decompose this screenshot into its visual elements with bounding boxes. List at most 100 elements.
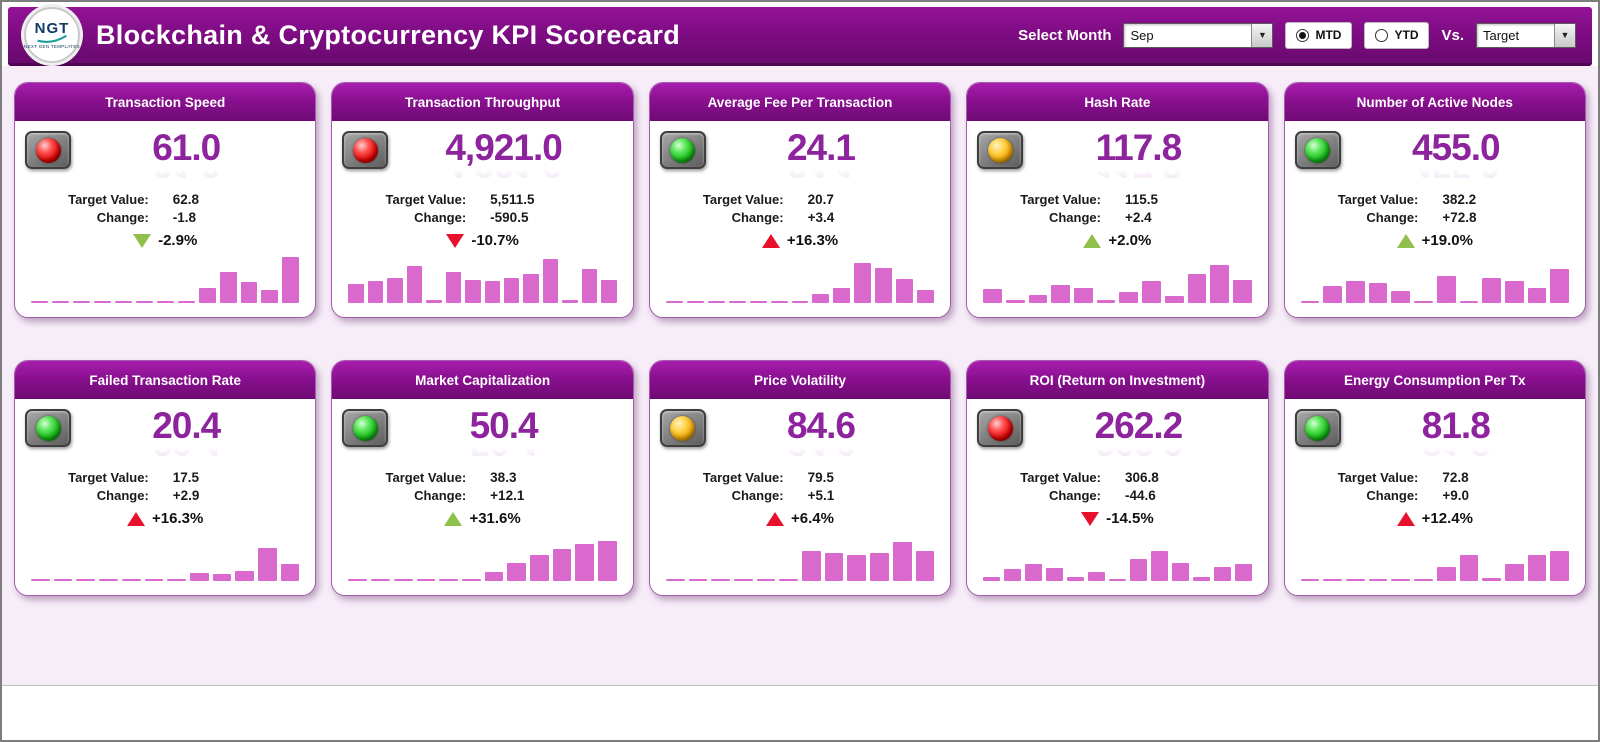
kpi-card: Transaction Speed 61.0 61.0 Target Value… — [14, 82, 317, 318]
select-month-label: Select Month — [1018, 26, 1112, 44]
trend-arrow-icon — [1396, 511, 1415, 526]
kpi-value-row: 117.8 117.8 — [977, 128, 1257, 189]
target-label: Target Value: — [1020, 470, 1101, 485]
target-value: 115.5 — [1124, 192, 1159, 207]
kpi-value: 24.1 — [786, 127, 856, 168]
kpi-value-reflection: 61.0 — [71, 168, 301, 183]
kpi-card: Price Volatility 84.6 84.6 Target Value:… — [648, 360, 952, 596]
spark-bar — [542, 259, 559, 303]
spark-bar — [791, 301, 809, 303]
trend-sparkline — [342, 531, 622, 587]
kpi-value-row: 262.2 262.2 — [977, 406, 1257, 467]
trend-arrow-icon — [1083, 233, 1102, 248]
spark-bar — [367, 281, 384, 303]
spark-bar — [665, 301, 683, 303]
spark-bar — [523, 274, 539, 303]
spark-bar — [733, 579, 753, 581]
change-percent: +16.3% — [152, 510, 204, 527]
kpi-card-body: 50.4 50.4 Target Value: 38.3 Change: +12… — [332, 399, 632, 595]
kpi-value-wrap: 24.1 24.1 — [706, 127, 940, 183]
vs-dropdown[interactable]: Target ▼ — [1476, 22, 1576, 48]
status-light-dot-icon — [1305, 137, 1331, 163]
kpi-card-title: Number of Active Nodes — [1284, 83, 1585, 121]
spark-bar — [1391, 291, 1411, 303]
spark-bar — [601, 280, 617, 303]
vs-dropdown-arrow-icon[interactable]: ▼ — [1554, 23, 1575, 47]
spark-bar — [1232, 280, 1252, 303]
spark-bar — [240, 282, 258, 303]
kpi-value-reflection: 84.6 — [706, 446, 936, 461]
kpi-card-body: 84.6 84.6 Target Value: 79.5 Change: +5.… — [650, 399, 950, 595]
kpi-card-title: Average Fee Per Transaction — [649, 83, 951, 121]
spark-bar — [1414, 579, 1433, 581]
change-value: -590.5 — [490, 210, 529, 225]
page-title: Blockchain & Cryptocurrency KPI Scorecar… — [96, 19, 680, 50]
spark-bar — [258, 548, 277, 581]
spark-bar — [121, 579, 141, 581]
change-row: Change: +72.8 — [1295, 210, 1575, 225]
spark-bar — [1550, 551, 1570, 581]
kpi-value: 50.4 — [469, 405, 539, 446]
spark-bar — [1004, 569, 1022, 581]
change-label: Change: — [1366, 488, 1419, 503]
status-light — [342, 131, 389, 169]
spark-bar — [1504, 281, 1524, 303]
kpi-value-reflection: 117.8 — [1023, 168, 1253, 183]
target-row: Target Value: 17.5 — [25, 470, 305, 485]
spark-bar — [261, 290, 279, 303]
footer — [2, 686, 1598, 740]
kpi-card-title: Hash Rate — [967, 83, 1268, 121]
change-percent: +2.0% — [1108, 232, 1152, 249]
ytd-radio[interactable]: YTD — [1364, 21, 1430, 49]
spark-bar — [1527, 555, 1547, 581]
status-light — [25, 131, 71, 169]
target-label: Target Value: — [385, 192, 467, 207]
status-light-dot-icon — [670, 137, 696, 163]
spark-bar — [1187, 274, 1207, 303]
status-light — [977, 131, 1024, 169]
kpi-value-wrap: 4,921.0 4,921.0 — [388, 128, 622, 183]
spark-bar — [756, 579, 776, 581]
spark-bar — [581, 269, 598, 303]
kpi-card-title: Failed Transaction Rate — [15, 361, 316, 399]
kpi-value-reflection: 455.0 — [1341, 168, 1571, 183]
kpi-value-row: 24.1 24.1 — [659, 127, 940, 189]
change-value: -1.8 — [172, 210, 197, 225]
change-value: +2.4 — [1124, 210, 1152, 225]
kpi-value-reflection: 262.2 — [1023, 446, 1253, 461]
logo-subtext: NEXT GEN TEMPLATES — [24, 44, 80, 49]
change-percent-row: +19.0% — [1295, 232, 1575, 249]
spark-bar — [575, 544, 595, 581]
spark-bar — [177, 301, 195, 303]
spark-bar — [1482, 578, 1501, 581]
status-light-dot-icon — [987, 137, 1013, 163]
spark-bar — [51, 301, 69, 303]
ytd-radio-circle[interactable] — [1375, 28, 1389, 42]
kpi-value-reflection: 24.1 — [706, 168, 936, 183]
kpi-card: Transaction Throughput 4,921.0 4,921.0 T… — [331, 82, 634, 318]
spark-bar — [870, 553, 889, 581]
target-value: 382.2 — [1442, 192, 1477, 207]
spark-bar — [1129, 559, 1147, 581]
spark-bar — [1346, 579, 1365, 581]
spark-bar — [875, 268, 893, 303]
spark-bar — [688, 579, 708, 581]
change-row: Change: +9.0 — [1295, 488, 1575, 503]
spark-bar — [114, 301, 132, 303]
month-dropdown-arrow-icon[interactable]: ▼ — [1251, 23, 1273, 47]
spark-bar — [1119, 292, 1139, 303]
month-dropdown[interactable]: Sep ▼ — [1123, 22, 1274, 48]
mtd-radio-label: MTD — [1315, 28, 1342, 42]
spark-bar — [348, 579, 368, 581]
change-row: Change: +12.1 — [342, 488, 622, 503]
status-light-dot-icon — [352, 415, 378, 441]
mtd-radio[interactable]: MTD — [1285, 21, 1353, 49]
kpi-card-body: 262.2 262.2 Target Value: 306.8 Change: … — [967, 399, 1267, 595]
status-light — [659, 409, 706, 447]
mtd-radio-circle[interactable] — [1296, 28, 1310, 42]
trend-arrow-icon — [1081, 511, 1100, 526]
spark-bar — [416, 579, 436, 581]
kpi-card-title: Transaction Speed — [15, 83, 316, 121]
target-row: Target Value: 382.2 — [1295, 192, 1575, 207]
target-row: Target Value: 72.8 — [1295, 470, 1575, 485]
